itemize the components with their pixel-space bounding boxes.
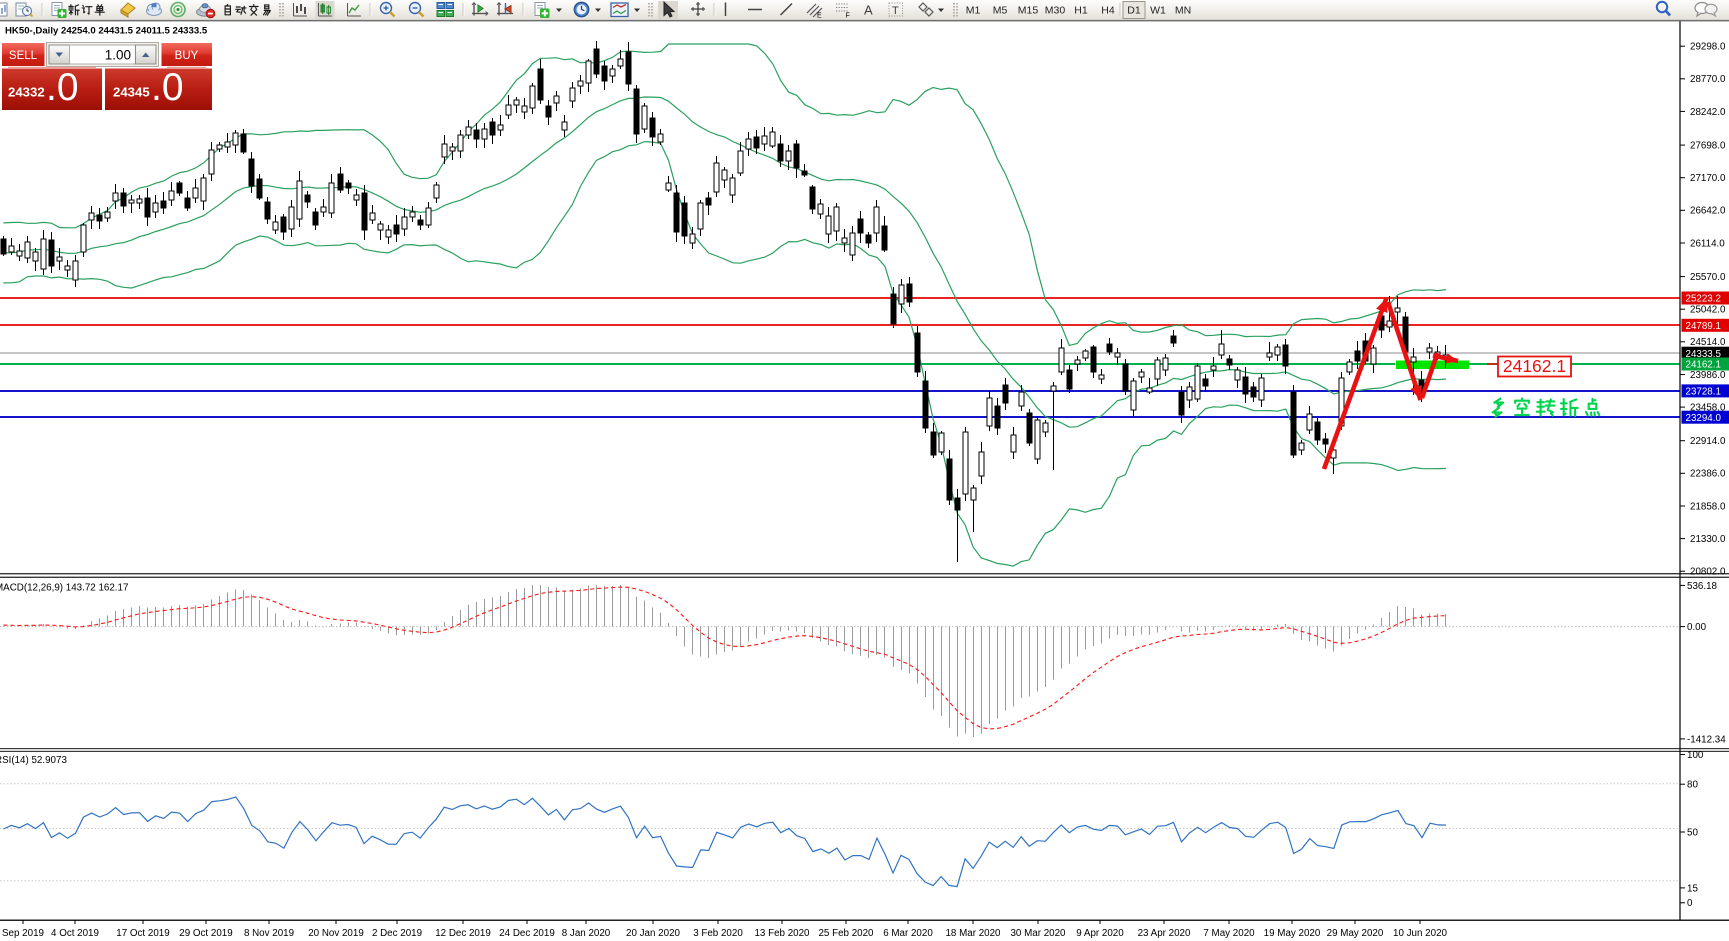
svg-text:1.00: 1.00 <box>105 48 131 63</box>
svg-text:6 Mar 2020: 6 Mar 2020 <box>883 928 933 939</box>
svg-text:24332: 24332 <box>8 85 45 100</box>
svg-text:M15: M15 <box>1018 5 1039 17</box>
svg-text:100: 100 <box>1687 750 1704 761</box>
svg-text:29 Oct 2019: 29 Oct 2019 <box>179 928 232 939</box>
svg-text:T: T <box>892 5 899 17</box>
svg-text:E: E <box>817 13 822 20</box>
svg-text:27170.0: 27170.0 <box>1690 173 1726 184</box>
svg-text:25570.0: 25570.0 <box>1690 272 1726 283</box>
svg-text:23458.0: 23458.0 <box>1690 403 1726 414</box>
svg-text:8 Jan 2020: 8 Jan 2020 <box>562 928 611 939</box>
svg-text:9 Apr 2020: 9 Apr 2020 <box>1076 928 1124 939</box>
svg-text:HK50-,Daily 24254.0 24431.5 2: HK50-,Daily 24254.0 24431.5 24011.5 2433… <box>5 26 208 37</box>
svg-text:12 Dec 2019: 12 Dec 2019 <box>435 928 491 939</box>
svg-text:23294.0: 23294.0 <box>1686 413 1722 424</box>
svg-text:SELL: SELL <box>9 50 38 62</box>
svg-text:19 May 2020: 19 May 2020 <box>1264 928 1321 939</box>
svg-text:Sep 2019: Sep 2019 <box>2 928 44 939</box>
svg-text:30 Mar 2020: 30 Mar 2020 <box>1010 928 1066 939</box>
svg-text:13 Feb 2020: 13 Feb 2020 <box>754 928 810 939</box>
svg-text:24789.1: 24789.1 <box>1686 321 1721 332</box>
svg-text:H1: H1 <box>1074 5 1088 17</box>
svg-text:0: 0 <box>1687 898 1693 909</box>
svg-text:2 Dec 2019: 2 Dec 2019 <box>372 928 422 939</box>
svg-text:-1412.34: -1412.34 <box>1687 734 1726 745</box>
svg-text:24 Dec 2019: 24 Dec 2019 <box>499 928 555 939</box>
svg-text:F: F <box>846 13 850 20</box>
svg-text:D1: D1 <box>1127 5 1141 17</box>
svg-text:24345: 24345 <box>113 85 150 100</box>
svg-text:BUY: BUY <box>175 50 199 62</box>
svg-text:.0: .0 <box>46 66 79 109</box>
svg-text:M30: M30 <box>1045 5 1066 17</box>
svg-text:26642.0: 26642.0 <box>1690 206 1726 217</box>
svg-text:21330.0: 21330.0 <box>1690 534 1726 545</box>
svg-text:M1: M1 <box>966 5 981 17</box>
svg-text:20802.0: 20802.0 <box>1690 567 1726 578</box>
svg-text:20 Jan 2020: 20 Jan 2020 <box>626 928 680 939</box>
svg-text:.0: .0 <box>151 66 184 109</box>
svg-text:3 Feb 2020: 3 Feb 2020 <box>693 928 743 939</box>
svg-text:H4: H4 <box>1101 5 1115 17</box>
svg-text:536.18: 536.18 <box>1687 581 1718 592</box>
svg-text:17 Oct 2019: 17 Oct 2019 <box>116 928 169 939</box>
svg-text:29 May 2020: 29 May 2020 <box>1327 928 1384 939</box>
svg-text:10 Jun 2020: 10 Jun 2020 <box>1393 928 1447 939</box>
svg-text:26114.0: 26114.0 <box>1690 238 1725 249</box>
svg-text:25042.0: 25042.0 <box>1690 305 1726 316</box>
svg-text:25 Feb 2020: 25 Feb 2020 <box>818 928 874 939</box>
svg-text:29298.0: 29298.0 <box>1690 42 1726 53</box>
svg-text:24162.1: 24162.1 <box>1686 360 1721 371</box>
svg-text:80: 80 <box>1687 780 1698 791</box>
svg-text:MACD(12,26,9) 143.72 162.17: MACD(12,26,9) 143.72 162.17 <box>0 583 128 594</box>
svg-text:23 Apr 2020: 23 Apr 2020 <box>1138 928 1191 939</box>
svg-text:W1: W1 <box>1150 5 1166 17</box>
svg-text:24514.0: 24514.0 <box>1690 337 1726 348</box>
svg-text:22386.0: 22386.0 <box>1690 469 1726 480</box>
svg-text:4 Oct 2019: 4 Oct 2019 <box>51 928 99 939</box>
svg-text:M5: M5 <box>993 5 1008 17</box>
svg-text:8 Nov 2019: 8 Nov 2019 <box>244 928 294 939</box>
svg-text:27698.0: 27698.0 <box>1690 141 1726 152</box>
svg-text:24162.1: 24162.1 <box>1503 356 1566 376</box>
svg-text:15: 15 <box>1687 883 1698 894</box>
svg-text:22914.0: 22914.0 <box>1690 436 1726 447</box>
svg-text:28242.0: 28242.0 <box>1690 107 1726 118</box>
svg-text:25223.2: 25223.2 <box>1686 294 1721 305</box>
svg-text:18 Mar 2020: 18 Mar 2020 <box>945 928 1001 939</box>
svg-text:0.00: 0.00 <box>1687 622 1707 633</box>
svg-text:MN: MN <box>1175 5 1191 17</box>
svg-text:24333.5: 24333.5 <box>1686 349 1722 360</box>
svg-text:23986.0: 23986.0 <box>1690 370 1726 381</box>
svg-text:RSI(14) 52.9073: RSI(14) 52.9073 <box>0 755 67 766</box>
svg-text:23728.1: 23728.1 <box>1686 387 1721 398</box>
svg-text:50: 50 <box>1687 827 1698 838</box>
svg-text:28770.0: 28770.0 <box>1690 74 1726 85</box>
svg-text:21858.0: 21858.0 <box>1690 501 1726 512</box>
svg-text:A: A <box>864 3 873 18</box>
svg-text:20 Nov 2019: 20 Nov 2019 <box>308 928 364 939</box>
svg-text:7 May 2020: 7 May 2020 <box>1203 928 1255 939</box>
